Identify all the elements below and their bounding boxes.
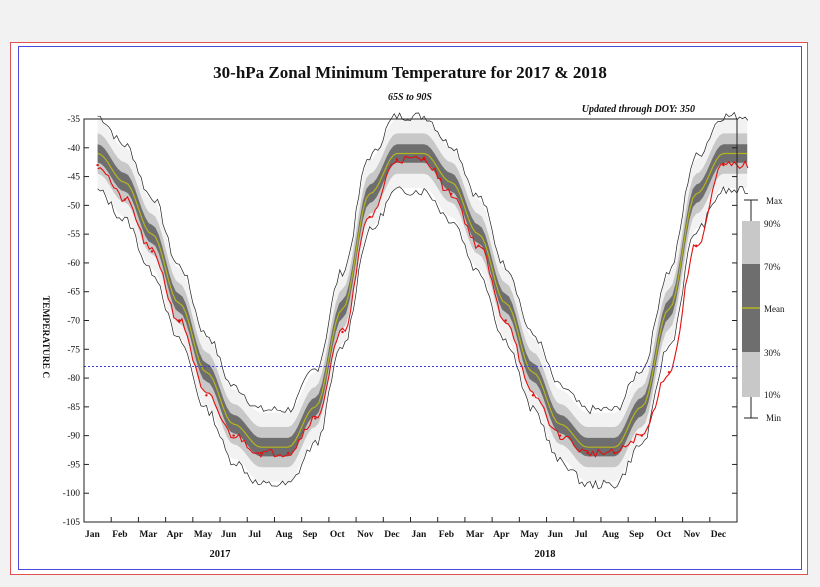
x-axis: Jan Feb Mar Apr May Jun Jul Aug Sep Oct Nov Dec Jan F… <box>83 517 738 540</box>
observed-point <box>531 394 535 397</box>
x-tick-label: Mar <box>466 530 485 540</box>
x-tick-label: May <box>520 530 539 540</box>
observed-line <box>97 155 749 459</box>
y-tick-label: -80 <box>67 374 80 384</box>
climatology-bands <box>97 119 748 482</box>
observed-point <box>667 371 671 374</box>
observed-point <box>286 451 290 455</box>
observed-point <box>368 215 371 219</box>
observed-point <box>341 330 344 334</box>
x-tick-label: Oct <box>330 530 346 540</box>
x-tick-label: Jul <box>248 530 261 540</box>
observed-point <box>613 451 616 455</box>
legend-p30: 30% <box>764 348 781 358</box>
y-tick-label: -50 <box>67 201 80 211</box>
legend-p10: 10% <box>764 390 781 400</box>
updated-label: Updated through DOY: 350 <box>582 104 695 115</box>
observed-point <box>558 434 562 437</box>
observed-point <box>640 434 643 437</box>
chart-subtitle: 65S to 90S <box>388 92 432 103</box>
y-tick-label: -75 <box>67 345 80 355</box>
x-tick-label: Feb <box>112 530 127 540</box>
plot-area <box>83 111 749 523</box>
observed-point <box>96 163 99 167</box>
x-tick-label: Sep <box>303 530 318 540</box>
legend: Max 90% 70% Mean 30% 10% Min <box>742 196 785 423</box>
y-tick-label: -45 <box>67 173 80 183</box>
x-tick-label: Dec <box>384 530 399 540</box>
y-tick-label: -40 <box>67 144 80 154</box>
max-line <box>97 111 749 415</box>
x-tick-label: Jan <box>85 530 101 540</box>
year-label-2017: 2017 <box>210 549 231 560</box>
observed-point <box>450 192 453 195</box>
year-label-2018: 2018 <box>535 549 556 560</box>
legend-p70: 70% <box>764 262 781 272</box>
observed-point <box>395 158 399 161</box>
y-tick-label: -90 <box>67 432 80 442</box>
legend-p90: 90% <box>764 219 781 229</box>
y-tick-label: -55 <box>67 230 80 240</box>
min-line <box>97 186 748 490</box>
observed-point <box>205 394 208 397</box>
y-tick-label: -60 <box>67 259 80 269</box>
x-tick-label: Nov <box>684 530 701 540</box>
y-tick-label: -65 <box>67 288 80 298</box>
observed-point <box>722 163 725 167</box>
observed-point <box>586 451 589 455</box>
observed-point <box>695 244 698 247</box>
y-tick-label: -85 <box>67 403 80 413</box>
x-tick-label: Aug <box>602 530 619 540</box>
observed-point <box>178 319 181 322</box>
y-tick-label: -35 <box>67 115 80 125</box>
x-tick-label: Jun <box>221 530 237 540</box>
y-tick-label: -70 <box>67 317 80 327</box>
y-tick-label: -105 <box>63 518 81 528</box>
x-tick-label: Jan <box>412 530 428 540</box>
x-tick-label: Apr <box>493 530 510 540</box>
x-tick-label: May <box>194 530 213 540</box>
x-tick-label: Sep <box>629 530 644 540</box>
y-tick-label: -100 <box>63 489 81 499</box>
y-axis: -35 -40 -45 -50 -55 -60 -65 -70 -75 -80 -85 -90 -95 -… <box>63 115 737 528</box>
x-tick-label: Aug <box>275 530 292 540</box>
x-tick-label: Nov <box>357 530 374 540</box>
observed-point <box>314 417 317 420</box>
inner-frame <box>18 46 802 570</box>
observed-point <box>477 244 480 247</box>
x-tick-label: Apr <box>167 530 184 540</box>
observed-point <box>259 451 263 455</box>
x-tick-label: Jul <box>575 530 588 540</box>
x-tick-label: Mar <box>139 530 158 540</box>
x-tick-label: Jun <box>548 530 564 540</box>
observed-point <box>504 319 507 322</box>
y-axis-label: TEMPERATURE C <box>40 296 50 379</box>
legend-min: Min <box>766 413 782 423</box>
legend-mean: Mean <box>764 304 785 314</box>
legend-max: Max <box>766 196 783 206</box>
observed-point <box>150 250 154 253</box>
observed-point <box>232 434 235 437</box>
observed-point <box>123 198 127 201</box>
observed-point <box>422 158 426 161</box>
chart-title: 30-hPa Zonal Minimum Temperature for 201… <box>213 63 607 82</box>
x-tick-label: Oct <box>656 530 672 540</box>
x-tick-label: Feb <box>439 530 454 540</box>
y-tick-label: -95 <box>67 460 80 470</box>
data-lines <box>84 111 749 490</box>
x-tick-label: Dec <box>711 530 726 540</box>
mean-line <box>97 152 748 448</box>
